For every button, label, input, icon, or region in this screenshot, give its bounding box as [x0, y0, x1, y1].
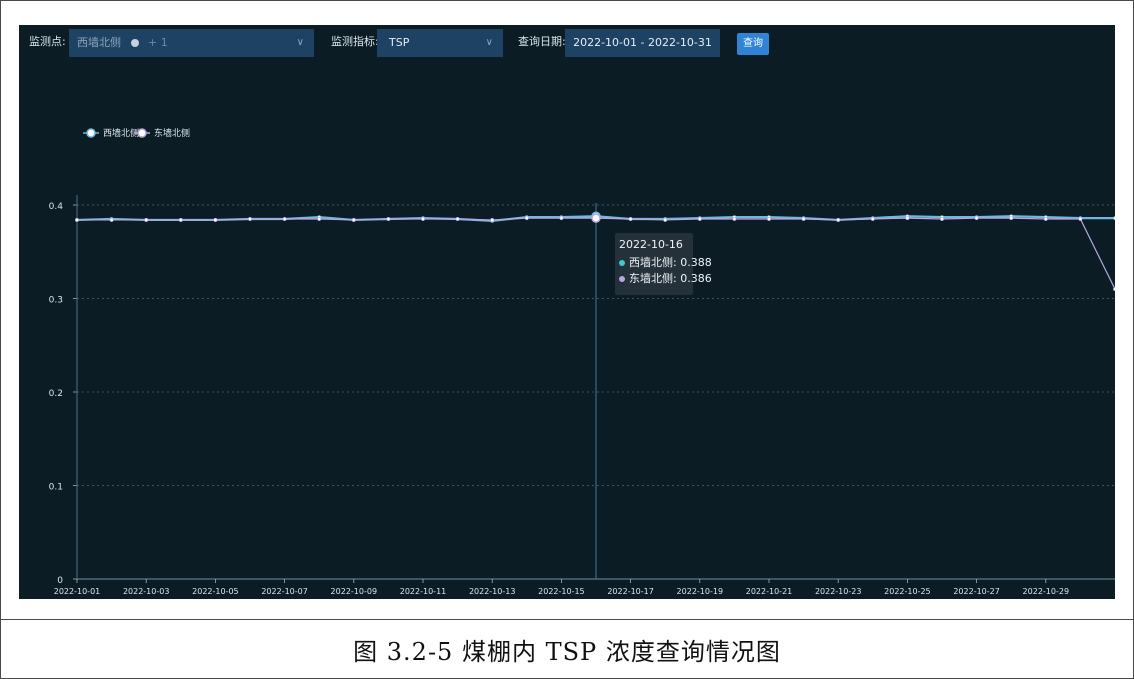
data-point	[1113, 216, 1115, 220]
chevron-down-icon: ∨	[485, 37, 493, 48]
tooltip-west-value: 西墙北侧: 0.388	[629, 256, 712, 269]
data-point	[905, 216, 910, 220]
x-tick-label: 2022-10-11	[400, 587, 447, 596]
data-point	[1009, 216, 1014, 220]
data-point	[663, 218, 668, 222]
selected-point-tag: 西墙北侧	[77, 36, 121, 49]
query-button[interactable]: 查询	[737, 33, 769, 55]
x-tick-label: 2022-10-07	[261, 587, 308, 596]
data-point	[386, 217, 391, 221]
data-point	[940, 217, 944, 221]
monitoring-point-label: 监测点:	[29, 35, 66, 48]
date-range-picker[interactable]: 2022-10-01 - 2022-10-31	[565, 29, 720, 57]
data-point	[559, 216, 564, 220]
data-point	[282, 217, 287, 221]
x-tick-label: 2022-10-29	[1023, 587, 1070, 596]
chevron-down-icon: ∨	[296, 37, 304, 48]
metric-select[interactable]: TSP ∨	[377, 29, 503, 57]
y-tick-label: 0.4	[49, 202, 64, 212]
x-tick-label: 2022-10-03	[123, 587, 170, 596]
data-point	[870, 217, 875, 221]
metric-value: TSP	[389, 36, 410, 49]
x-tick-label: 2022-10-15	[538, 587, 585, 596]
metric-label: 监测指标:	[331, 35, 379, 48]
data-point	[591, 213, 601, 223]
data-point	[1043, 217, 1048, 221]
data-point	[628, 217, 633, 221]
tag-remove-icon[interactable]	[130, 39, 139, 47]
y-tick-label: 0.2	[49, 389, 63, 399]
x-tick-label: 2022-10-09	[331, 587, 378, 596]
data-point	[351, 218, 356, 222]
data-point	[213, 218, 218, 222]
figure-caption: 图 3.2-5 煤棚内 TSP 浓度查询情况图	[353, 638, 781, 666]
chart-tooltip: 2022-10-16 西墙北侧: 0.388 东墙北侧: 0.386	[615, 233, 712, 295]
tooltip-row-east: 东墙北侧: 0.386	[619, 271, 712, 287]
caption-divider	[0, 619, 1134, 620]
legend-marker-icon	[86, 128, 96, 138]
x-tick-label: 2022-10-21	[746, 587, 793, 596]
data-point	[75, 218, 79, 222]
data-point	[455, 217, 460, 221]
data-point	[178, 218, 183, 222]
legend-label: 西墙北侧	[103, 127, 139, 139]
data-point	[317, 217, 322, 221]
data-point	[732, 217, 737, 221]
y-tick-label: 0.1	[49, 483, 63, 493]
tooltip-date: 2022-10-16	[619, 238, 683, 251]
legend-marker-icon	[137, 128, 147, 138]
data-point	[1078, 217, 1083, 221]
east-series-dot	[619, 276, 625, 282]
data-point	[697, 217, 702, 221]
x-tick-label: 2022-10-05	[192, 587, 239, 596]
date-label: 查询日期:	[518, 35, 566, 48]
data-point	[490, 218, 495, 222]
tooltip-east-value: 东墙北侧: 0.386	[629, 272, 712, 285]
tooltip-row-west: 西墙北侧: 0.388	[619, 255, 712, 271]
y-tick-label: 0	[57, 576, 63, 586]
x-tick-label: 2022-10-19	[677, 587, 724, 596]
date-range-value: 2022-10-01 - 2022-10-31	[573, 36, 712, 49]
data-point	[524, 216, 529, 220]
x-tick-label: 2022-10-25	[884, 587, 931, 596]
data-point	[836, 218, 841, 222]
more-points-count: + 1	[148, 36, 168, 49]
x-tick-label: 2022-10-17	[607, 587, 654, 596]
west-series-dot	[619, 260, 625, 266]
data-point	[421, 217, 425, 221]
x-tick-label: 2022-10-01	[54, 587, 101, 596]
data-point	[767, 217, 771, 221]
data-point	[974, 216, 979, 220]
data-point	[801, 217, 806, 221]
dashboard-screenshot: 监测点: 西墙北侧 + 1 ∨ 监测指标: TSP ∨ 查询日期: 2022-1…	[19, 25, 1115, 599]
data-point	[109, 218, 114, 222]
data-point	[144, 218, 149, 222]
y-tick-label: 0.3	[49, 296, 63, 306]
monitoring-point-select[interactable]: 西墙北侧 + 1 ∨	[69, 29, 314, 57]
x-tick-label: 2022-10-27	[953, 587, 1000, 596]
x-tick-label: 2022-10-23	[815, 587, 862, 596]
tsp-line-chart[interactable]: 0 0.1 0.2 0.3 0.4 2022-10-01 2022-10-03 2022-10…	[19, 25, 1115, 599]
x-tick-label: 2022-10-13	[469, 587, 516, 596]
data-point	[248, 217, 252, 221]
data-point	[1113, 287, 1115, 292]
legend-label: 东墙北侧	[154, 127, 190, 139]
